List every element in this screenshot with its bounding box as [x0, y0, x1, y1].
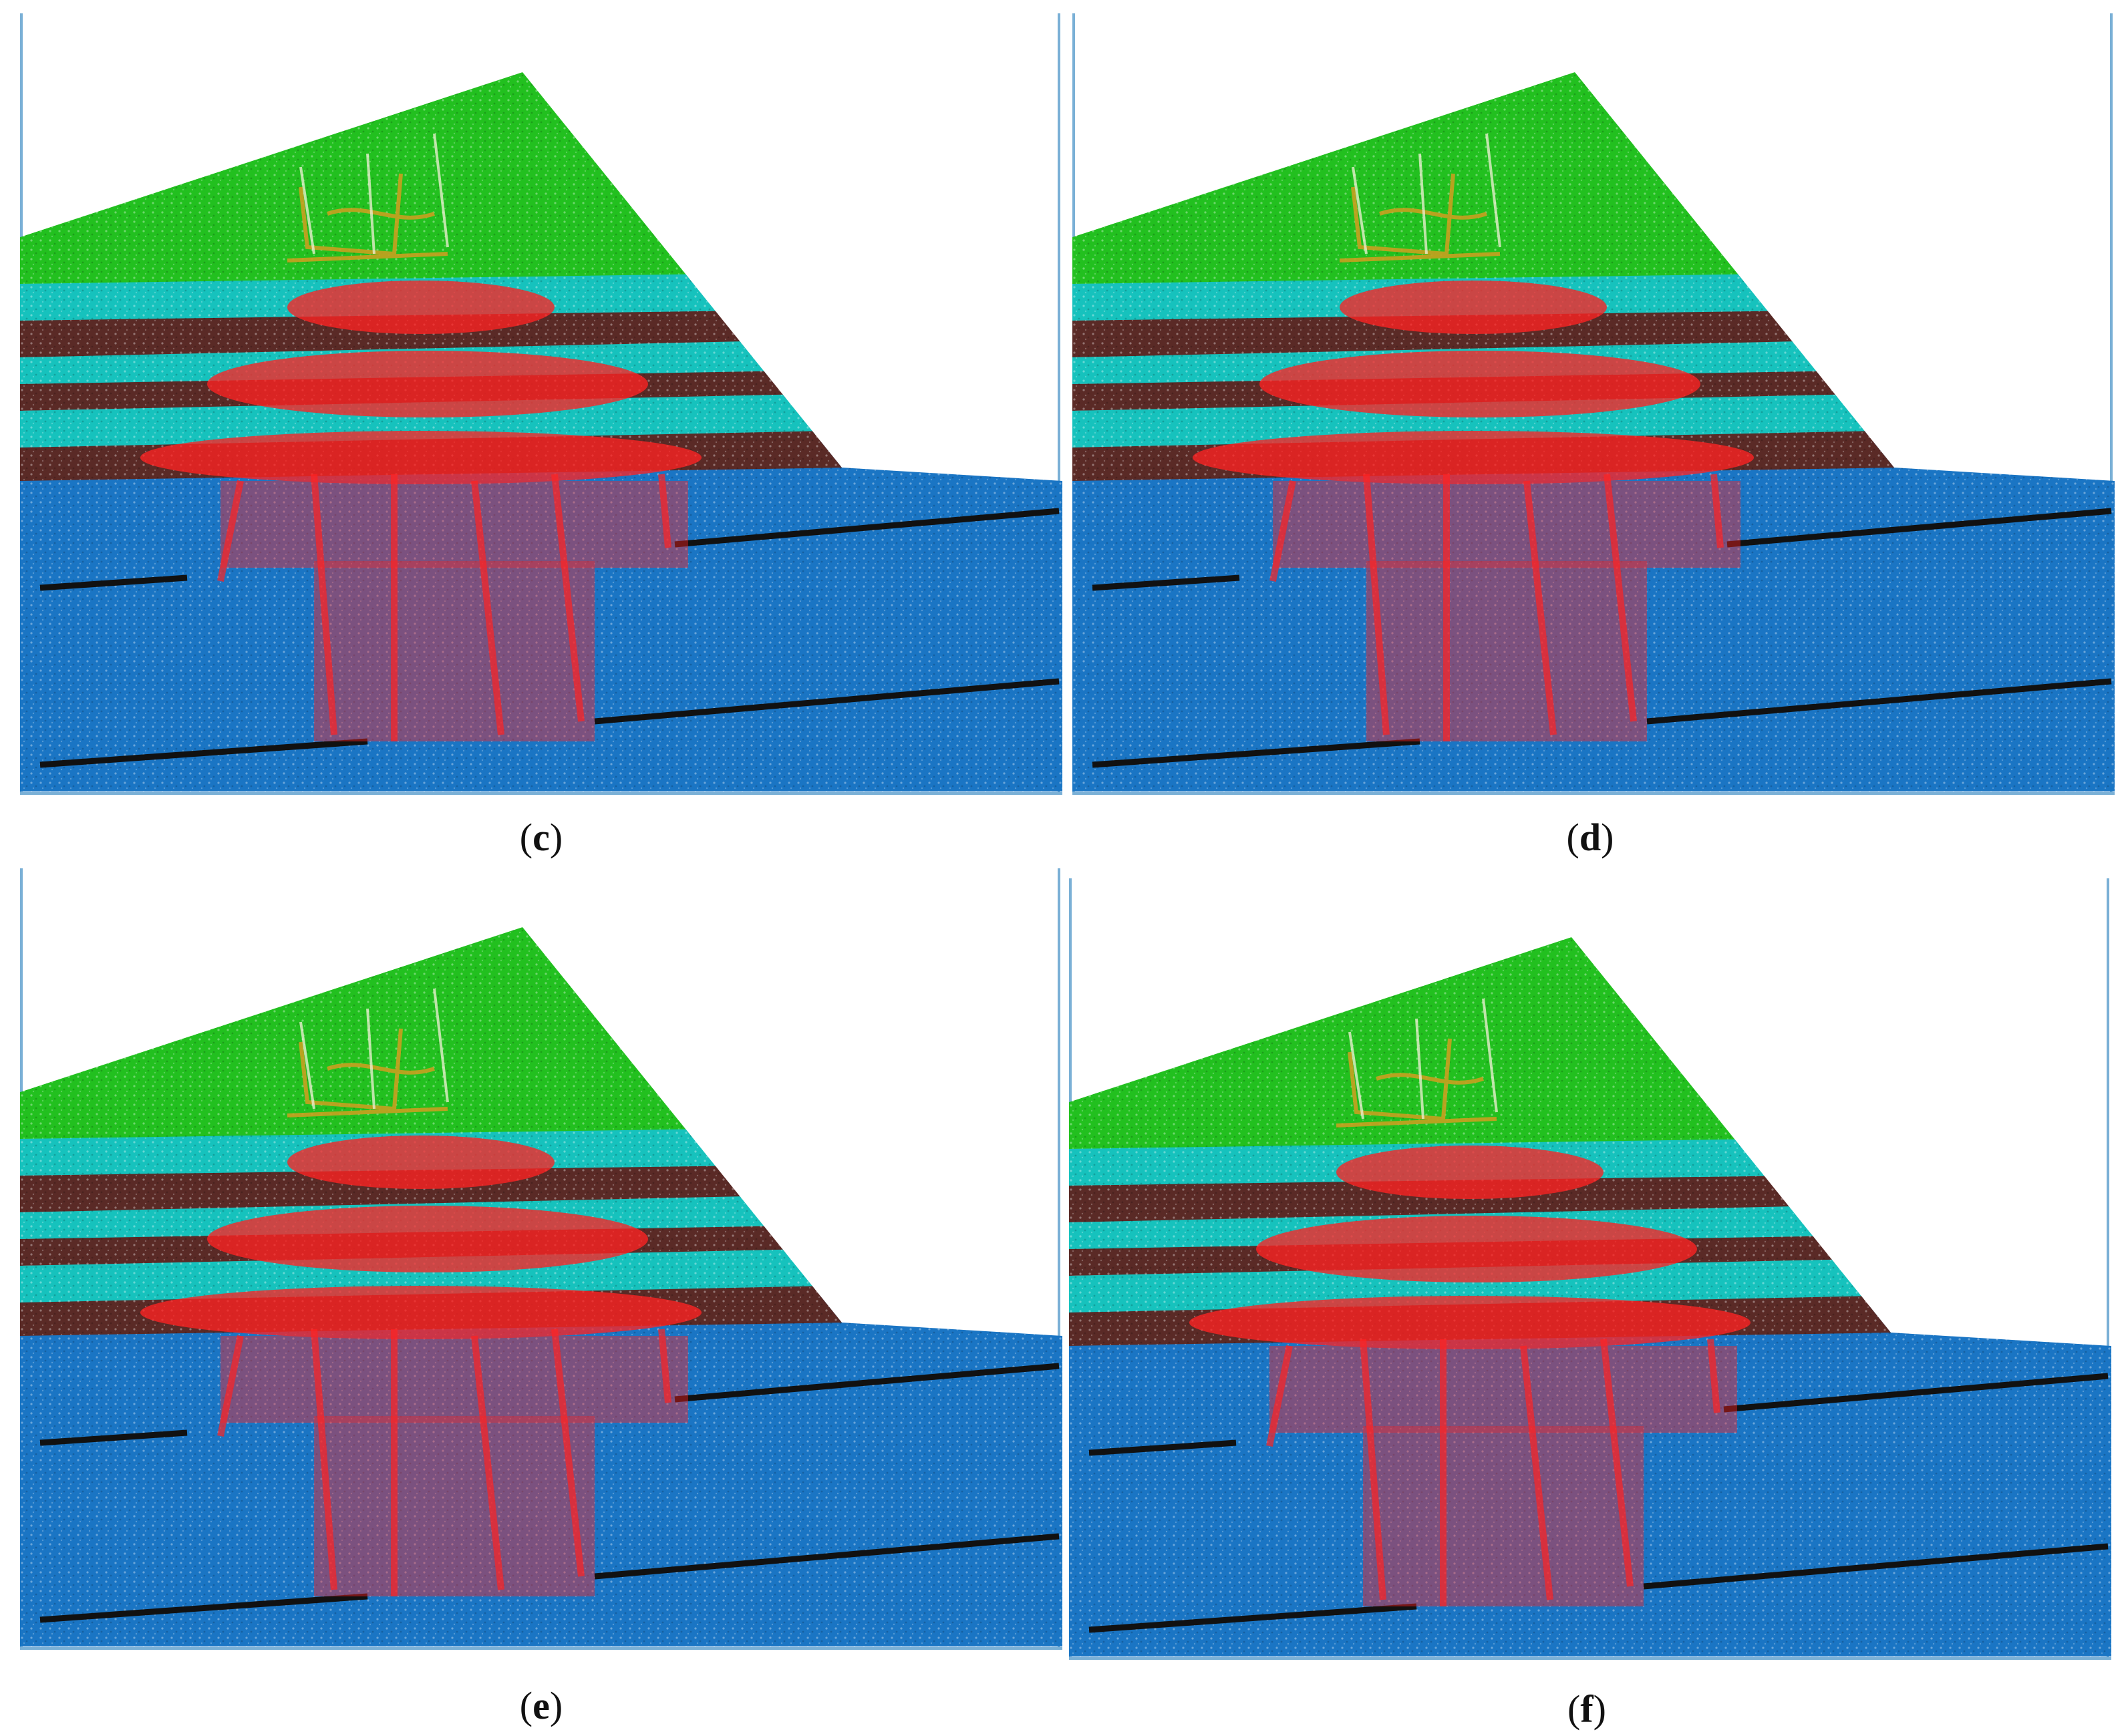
caption-d: (d) [1566, 816, 1614, 859]
caption-c: (c) [519, 816, 563, 859]
panel-d [1072, 13, 2115, 812]
caption-d-label: d [1579, 816, 1602, 859]
panel-d-image [1072, 13, 2115, 812]
caption-e: (e) [519, 1684, 563, 1727]
panel-c [20, 13, 1062, 812]
panel-f-image [1069, 878, 2111, 1677]
caption-c-label: c [533, 816, 550, 859]
caption-f: (f) [1567, 1687, 1606, 1731]
caption-e-label: e [533, 1684, 550, 1727]
panel-c-image [20, 13, 1062, 812]
panel-e-image [20, 868, 1062, 1667]
caption-f-label: f [1580, 1687, 1593, 1731]
panel-e [20, 868, 1062, 1667]
panel-f [1069, 878, 2111, 1677]
